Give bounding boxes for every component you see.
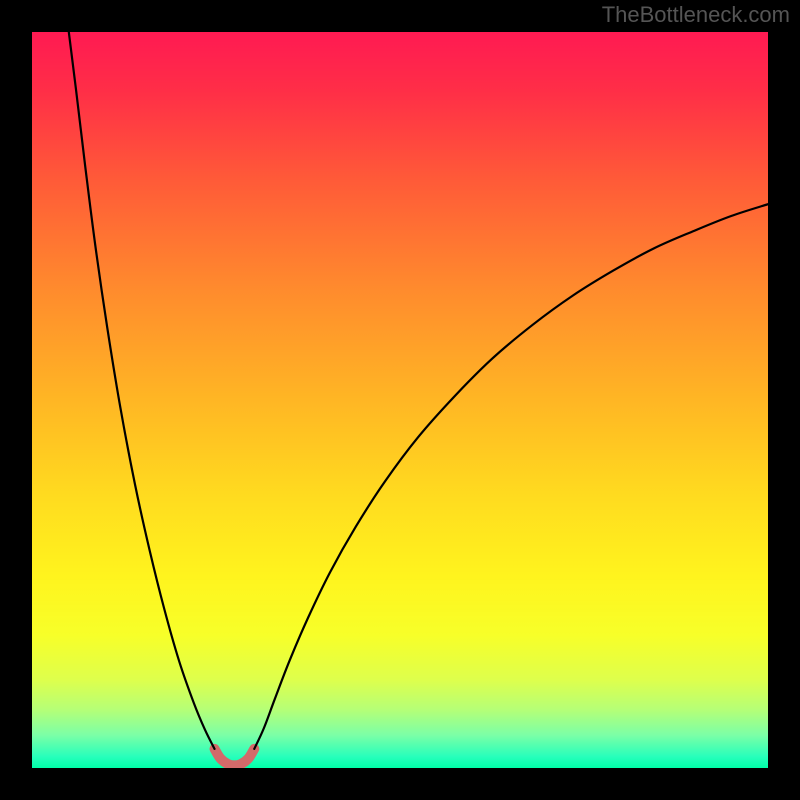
gradient-background — [32, 32, 768, 768]
watermark-text: TheBottleneck.com — [602, 2, 790, 28]
chart-container: TheBottleneck.com — [0, 0, 800, 800]
bottleneck-chart — [32, 32, 768, 768]
plot-area — [32, 32, 768, 768]
